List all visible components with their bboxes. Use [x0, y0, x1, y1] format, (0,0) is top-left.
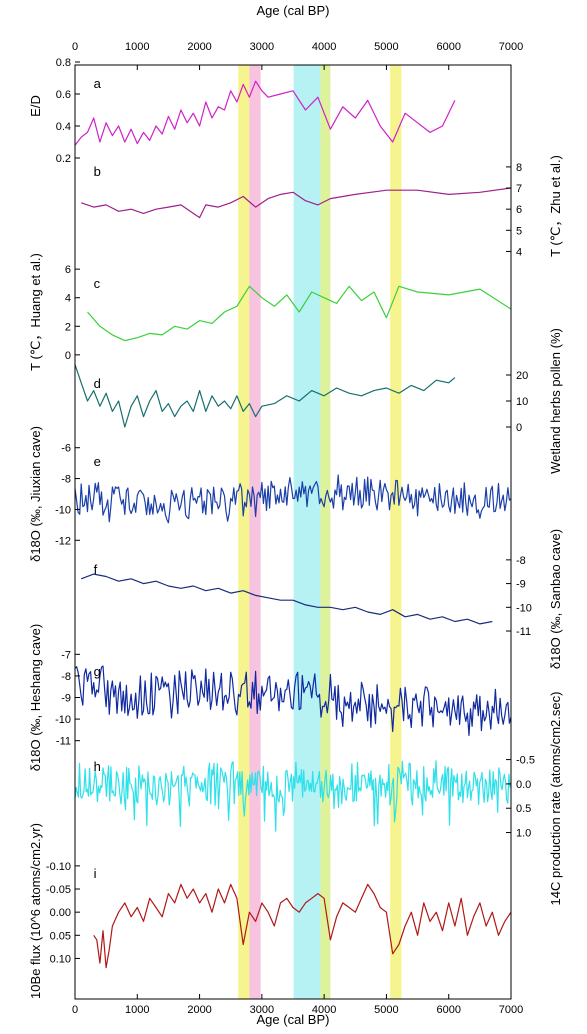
panel-letter-f: f	[94, 562, 98, 577]
y-tick-label-e: -12	[55, 535, 71, 547]
series-line-e	[74, 474, 512, 524]
y-tick-label-c: 2	[65, 321, 71, 333]
axes-layer	[74, 61, 512, 1000]
y-tick-label-f: -9	[516, 579, 526, 591]
y-tick-label-b: 7	[516, 183, 522, 195]
y-tick-label-d: 0	[516, 422, 522, 434]
series-line-f	[80, 573, 493, 625]
x-tick-label-top: 6000	[436, 41, 460, 53]
y-tick-label-g: -9	[61, 693, 71, 705]
series-line-i	[93, 883, 512, 969]
y-tick-label-i: -0.10	[46, 861, 71, 873]
x-tick-label-bottom: 1000	[125, 1004, 149, 1016]
y-tick-label-g: -11	[56, 736, 71, 748]
x-tick-label-top: 4000	[312, 41, 336, 53]
y-tick-label-b: 5	[516, 225, 522, 237]
y-tick-label-e: -10	[55, 504, 71, 516]
series-line-b	[81, 187, 512, 219]
x-tick-label-top: 1000	[125, 41, 149, 53]
y-tick-label-i: 0.05	[50, 930, 71, 942]
highlight-band-4	[390, 65, 402, 999]
y-tick-label-i: 0.00	[50, 907, 71, 919]
y-tick-label-b: 4	[516, 246, 522, 258]
y-axis-title-i: 10Be flux (10^6 atoms/cm2.yr)	[28, 823, 43, 999]
y-axis-title-b: T (℃，Zhu et al.)	[548, 155, 563, 257]
y-tick-label-i: 0.10	[50, 953, 71, 965]
y-tick-label-g: -7	[61, 649, 71, 661]
y-tick-label-h: 1.0	[516, 828, 531, 840]
highlight-band-3	[320, 65, 331, 999]
y-tick-label-b: 6	[516, 204, 522, 216]
highlight-band-0	[238, 65, 250, 999]
y-tick-label-d: 10	[516, 396, 528, 408]
x-tick-label-top: 0	[72, 41, 78, 53]
x-tick-label-bottom: 6000	[436, 1004, 460, 1016]
y-axis-title-f: δ18O (‰, Sanbao cave)	[548, 529, 563, 669]
y-tick-label-h: 0.0	[516, 779, 531, 791]
x-tick-label-bottom: 2000	[187, 1004, 211, 1016]
x-tick-label-bottom: 7000	[499, 1004, 523, 1016]
series-line-c	[87, 285, 512, 342]
y-tick-label-c: 6	[65, 264, 71, 276]
y-axis-title-c: T (℃，Huang et al.)	[28, 253, 43, 371]
y-tick-label-d: 20	[516, 370, 528, 382]
panel-letter-c: c	[94, 276, 101, 291]
y-axis-title-g: δ18O (‰, Heshang cave)	[28, 624, 43, 771]
x-tick-label-top: 7000	[499, 41, 523, 53]
labels-layer: Age (cal BP) Age (cal BP) 00100010002000…	[28, 3, 563, 1027]
series-line-a	[74, 80, 456, 146]
highlight-band-1	[249, 65, 261, 999]
y-axis-title-h: 14C production rate (atoms/cm2.sec)	[548, 692, 563, 906]
y-axis-title-a: E/D	[28, 95, 43, 117]
highlight-bands	[238, 65, 402, 999]
y-tick-label-h: -0.5	[516, 755, 535, 767]
series-line-d	[74, 364, 456, 428]
y-axis-title-e: δ18O (‰, Jiuxian cave)	[28, 426, 43, 562]
series-layer	[74, 80, 512, 969]
y-tick-label-f: -11	[516, 626, 531, 638]
series-line-h	[74, 760, 511, 832]
y-tick-label-e: -8	[61, 474, 71, 486]
y-axis-title-d: Wetland herbs pollen (%)	[548, 328, 563, 474]
y-tick-label-a: 0.6	[56, 89, 71, 101]
panel-letter-g: g	[94, 664, 101, 679]
x-tick-label-bottom: 5000	[374, 1004, 398, 1016]
panel-letter-e: e	[94, 454, 101, 469]
y-tick-label-f: -8	[516, 555, 526, 567]
x-axis-title-bottom: Age (cal BP)	[257, 1012, 330, 1027]
series-line-g	[74, 665, 512, 737]
y-tick-label-c: 4	[65, 293, 71, 305]
y-tick-label-b: 8	[516, 162, 522, 174]
y-tick-label-c: 0	[65, 350, 71, 362]
x-axis-title-top: Age (cal BP)	[257, 3, 330, 18]
y-tick-label-e: -6	[61, 443, 71, 455]
y-tick-label-g: -10	[55, 714, 71, 726]
x-tick-label-bottom: 3000	[250, 1004, 274, 1016]
panel-letter-d: d	[94, 376, 101, 391]
panel-letter-b: b	[94, 164, 101, 179]
y-tick-label-h: 0.5	[516, 803, 531, 815]
y-tick-label-a: 0.4	[56, 121, 71, 133]
y-tick-label-a: 0.8	[56, 57, 71, 69]
x-tick-label-top: 2000	[187, 41, 211, 53]
x-tick-label-bottom: 0	[72, 1004, 78, 1016]
plot-frame	[74, 64, 512, 1000]
y-tick-label-g: -8	[61, 671, 71, 683]
y-tick-label-f: -10	[516, 602, 532, 614]
y-tick-label-a: 0.2	[56, 153, 71, 165]
x-tick-label-top: 3000	[250, 41, 274, 53]
panel-letter-i: i	[94, 866, 97, 881]
panel-letter-a: a	[94, 76, 102, 91]
y-tick-label-i: -0.05	[46, 884, 71, 896]
x-tick-label-bottom: 4000	[312, 1004, 336, 1016]
panel-letter-h: h	[94, 759, 101, 774]
x-tick-label-top: 5000	[374, 41, 398, 53]
highlight-band-2	[293, 65, 321, 999]
